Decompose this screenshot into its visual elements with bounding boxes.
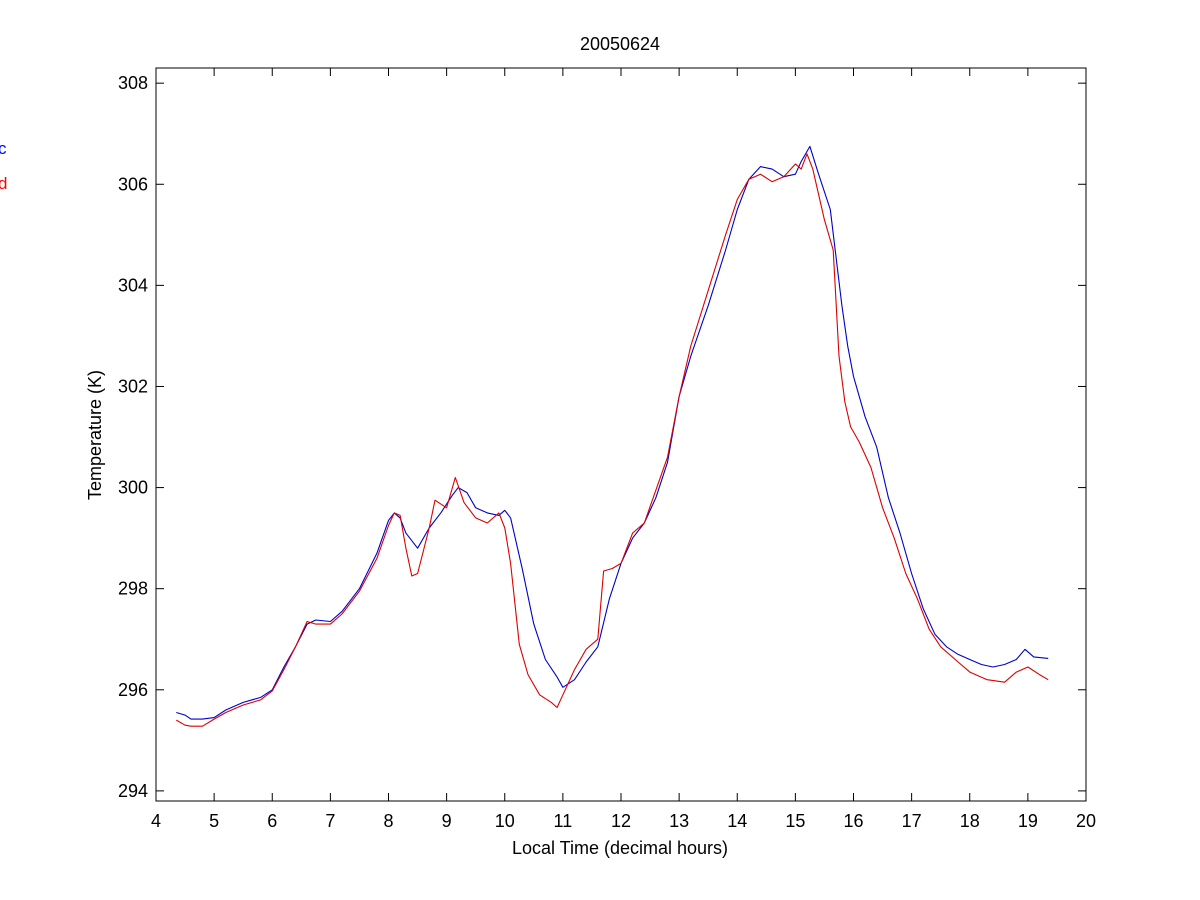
x-axis-ticks: 4 5 6 7 8 9 10 11 12 13 14 15 16 17 18 19 20 bbox=[151, 68, 1096, 831]
legend: cd bbox=[0, 139, 7, 193]
series-group bbox=[176, 145, 1049, 727]
y-tick-label: 302 bbox=[118, 376, 148, 396]
x-tick-label: 9 bbox=[442, 811, 452, 831]
legend-entry-1: c bbox=[0, 139, 7, 158]
x-tick-label: 13 bbox=[669, 811, 689, 831]
x-tick-label: 11 bbox=[554, 811, 573, 831]
chart-title: 20050624 bbox=[580, 34, 660, 54]
y-axis-label: Temperature (K) bbox=[85, 370, 105, 500]
y-tick-label: 304 bbox=[118, 275, 148, 295]
x-tick-label: 14 bbox=[727, 811, 747, 831]
x-tick-label: 8 bbox=[383, 811, 393, 831]
x-tick-label: 5 bbox=[209, 811, 219, 831]
x-tick-label: 18 bbox=[960, 811, 980, 831]
y-tick-label: 298 bbox=[118, 579, 148, 599]
y-tick-label: 306 bbox=[118, 174, 148, 194]
x-tick-label: 12 bbox=[611, 811, 631, 831]
y-tick-label: 294 bbox=[118, 781, 148, 801]
x-axis-label: Local Time (decimal hours) bbox=[512, 838, 728, 858]
plot-area-frame bbox=[155, 67, 1087, 802]
x-tick-label: 15 bbox=[785, 811, 805, 831]
x-tick-label: 10 bbox=[495, 811, 515, 831]
y-axis-ticks: 294 296 298 300 302 304 306 308 bbox=[118, 73, 1086, 801]
legend-entry-2: d bbox=[0, 174, 7, 193]
series-line-2 bbox=[176, 153, 1049, 727]
x-tick-label: 7 bbox=[325, 811, 335, 831]
x-tick-label: 6 bbox=[267, 811, 277, 831]
x-tick-label: 20 bbox=[1076, 811, 1096, 831]
x-tick-label: 16 bbox=[843, 811, 863, 831]
y-tick-label: 300 bbox=[118, 478, 148, 498]
x-tick-label: 17 bbox=[902, 811, 922, 831]
x-tick-label: 19 bbox=[1018, 811, 1038, 831]
series-line-1 bbox=[176, 145, 1049, 720]
y-tick-label: 308 bbox=[118, 73, 148, 93]
x-tick-label: 4 bbox=[151, 811, 161, 831]
y-tick-label: 296 bbox=[118, 680, 148, 700]
